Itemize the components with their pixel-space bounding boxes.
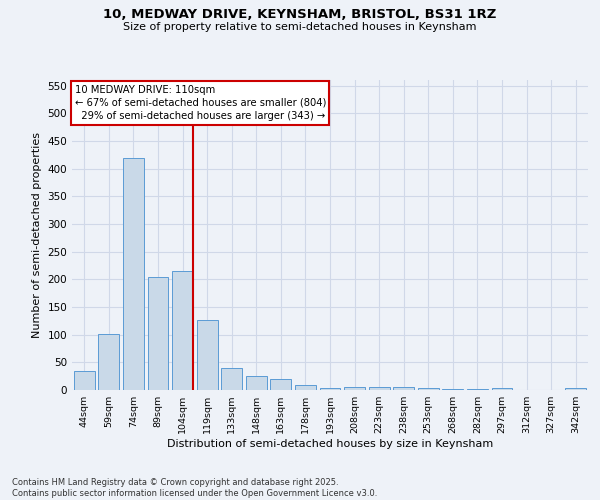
Bar bbox=[418, 388, 439, 390]
Y-axis label: Number of semi-detached properties: Number of semi-detached properties bbox=[32, 132, 42, 338]
Bar bbox=[246, 376, 267, 390]
Bar bbox=[74, 370, 95, 390]
Bar bbox=[565, 388, 586, 390]
Bar bbox=[344, 386, 365, 390]
Text: Contains HM Land Registry data © Crown copyright and database right 2025.
Contai: Contains HM Land Registry data © Crown c… bbox=[12, 478, 377, 498]
Text: 10 MEDWAY DRIVE: 110sqm
← 67% of semi-detached houses are smaller (804)
  29% of: 10 MEDWAY DRIVE: 110sqm ← 67% of semi-de… bbox=[74, 84, 326, 121]
Bar bbox=[295, 385, 316, 390]
Bar bbox=[320, 388, 340, 390]
Bar bbox=[368, 386, 389, 390]
Bar bbox=[442, 389, 463, 390]
Bar bbox=[172, 271, 193, 390]
X-axis label: Distribution of semi-detached houses by size in Keynsham: Distribution of semi-detached houses by … bbox=[167, 439, 493, 449]
Bar bbox=[393, 387, 414, 390]
Bar bbox=[123, 158, 144, 390]
Text: 10, MEDWAY DRIVE, KEYNSHAM, BRISTOL, BS31 1RZ: 10, MEDWAY DRIVE, KEYNSHAM, BRISTOL, BS3… bbox=[103, 8, 497, 20]
Bar bbox=[271, 379, 292, 390]
Bar bbox=[491, 388, 512, 390]
Bar bbox=[98, 334, 119, 390]
Bar bbox=[197, 320, 218, 390]
Bar bbox=[221, 368, 242, 390]
Text: Size of property relative to semi-detached houses in Keynsham: Size of property relative to semi-detach… bbox=[123, 22, 477, 32]
Bar bbox=[148, 277, 169, 390]
